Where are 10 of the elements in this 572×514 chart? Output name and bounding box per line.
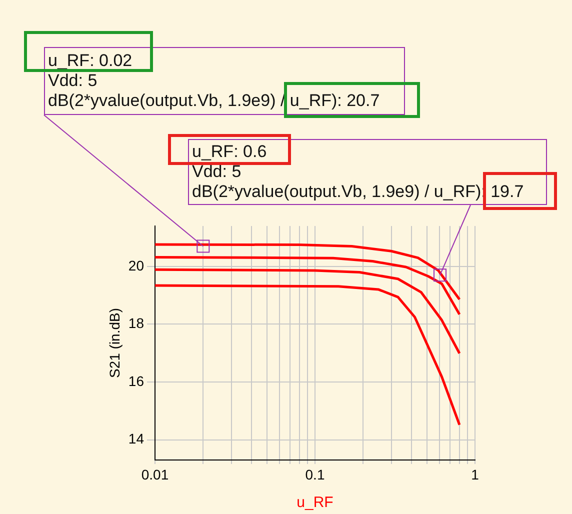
annotation: u_RF: 0.6 Vdd: 5 dB(2*yvalue(output.Vb, 1.9e9) / u_RF): 19.7 [188, 139, 547, 205]
y-tick-label: 16 [128, 372, 144, 389]
x-axis-title: u_RF [296, 494, 334, 512]
x-tick-label: 0.1 [305, 466, 325, 482]
y-tick-label: 20 [128, 257, 144, 274]
y-axis-title: S21 (in.dB) [106, 308, 122, 378]
x-tick-label: 1 [471, 466, 480, 482]
y-tick-label: 14 [128, 430, 144, 447]
y-tick-label: 18 [128, 315, 144, 332]
x-tick-label: 0.01 [141, 466, 169, 482]
